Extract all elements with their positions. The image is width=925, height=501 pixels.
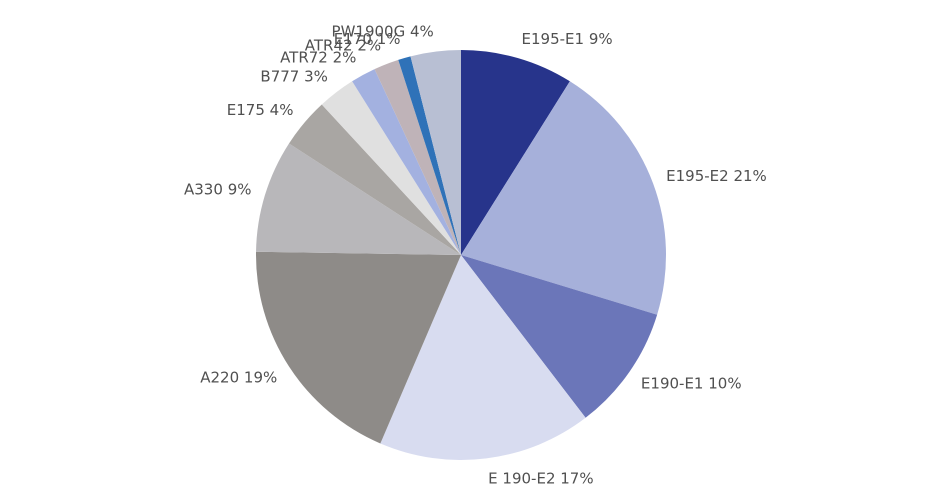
slice-label: E190-E1 10%	[641, 374, 742, 392]
pie-slice	[289, 104, 461, 255]
category-name: ATR42	[305, 36, 353, 54]
slice-label: E175 4%	[227, 101, 294, 119]
category-name: E190-E1	[641, 374, 704, 392]
pie-slice	[380, 255, 586, 461]
category-name: ATR72	[280, 48, 328, 66]
category-name: E195-E1	[522, 29, 585, 47]
slice-label: ATR42 2%	[305, 36, 381, 54]
slice-label: E 190-E2 17%	[488, 469, 593, 487]
pie-slice	[321, 81, 461, 256]
slice-label: A330 9%	[184, 180, 251, 198]
value-label: 9%	[589, 29, 613, 47]
pie-slice	[352, 69, 461, 256]
value-label: 2%	[357, 36, 381, 54]
pie-slice	[461, 255, 658, 418]
category-name: E195-E2	[666, 167, 729, 185]
slice-label: A220 19%	[200, 368, 277, 386]
slice-label: E170 1%	[334, 29, 401, 47]
category-name: PW1900G	[332, 22, 406, 40]
pie-slice	[374, 59, 461, 256]
pie-slice	[398, 56, 461, 255]
value-label: 2%	[333, 48, 357, 66]
value-label: 4%	[270, 101, 294, 119]
value-label: 17%	[560, 469, 593, 487]
value-label: 10%	[708, 374, 741, 392]
pie-slice	[255, 251, 461, 444]
category-name: A220	[200, 368, 239, 386]
value-label: 4%	[410, 22, 434, 40]
slice-label: B777 3%	[260, 67, 328, 85]
slice-label: PW1900G 4%	[332, 22, 434, 40]
value-label: 19%	[244, 368, 277, 386]
slice-label: ATR72 2%	[280, 48, 356, 66]
category-name: B777	[260, 67, 299, 85]
pie-slice	[410, 50, 461, 255]
slice-label: E195-E1 9%	[522, 29, 613, 47]
pie-slice	[461, 81, 666, 315]
category-name: A330	[184, 180, 223, 198]
value-label: 9%	[228, 180, 252, 198]
category-name: E 190-E2	[488, 469, 555, 487]
slice-label: E195-E2 21%	[666, 167, 767, 185]
category-name: E175	[227, 101, 265, 119]
value-label: 21%	[733, 167, 766, 185]
value-label: 3%	[304, 67, 328, 85]
category-name: E170	[334, 29, 372, 47]
pie-slice	[256, 143, 461, 255]
value-label: 1%	[377, 29, 401, 47]
pie-slice	[461, 50, 570, 255]
